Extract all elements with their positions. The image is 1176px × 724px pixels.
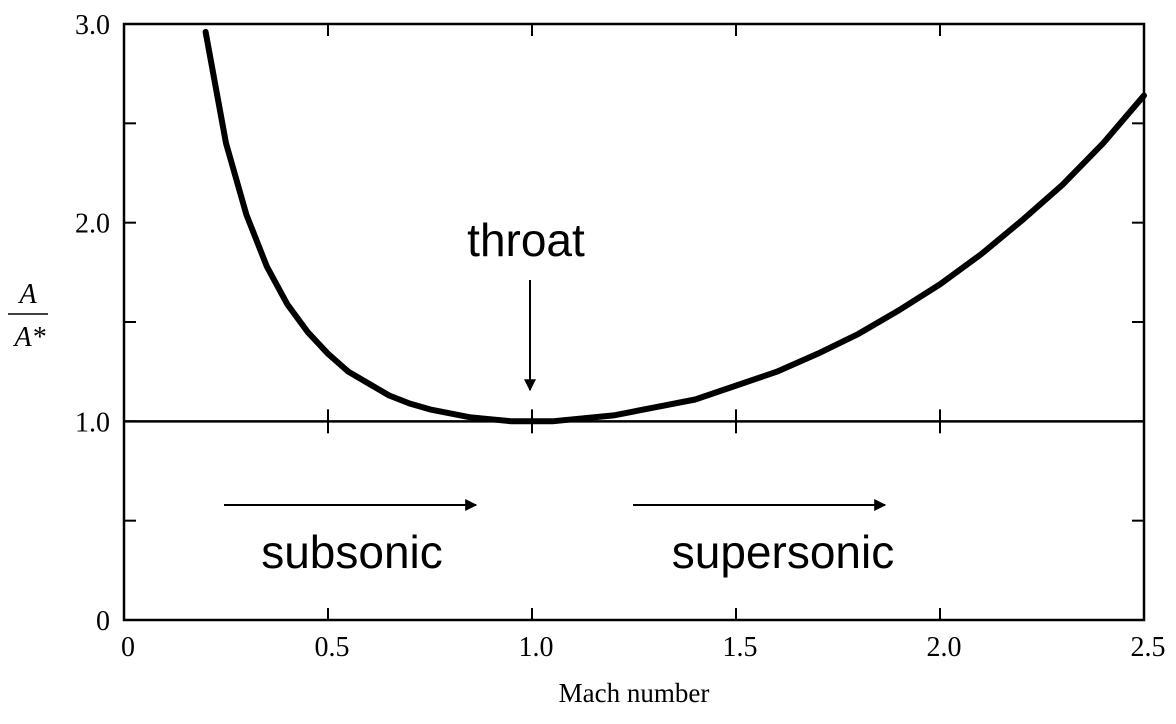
y-label-denominator: A* bbox=[12, 322, 45, 353]
throat-label: throat bbox=[467, 214, 585, 266]
x-tick-label: 1.5 bbox=[723, 632, 758, 663]
y-tick-label: 1.0 bbox=[75, 407, 110, 438]
x-tick-label: 1.0 bbox=[519, 632, 554, 663]
y-axis-title: A A* bbox=[8, 279, 48, 353]
y-tick-labels: 0 1.0 2.0 3.0 bbox=[75, 10, 110, 637]
x-tick-label: 2.0 bbox=[927, 632, 962, 663]
x-axis-title: Mach number bbox=[559, 678, 710, 708]
subsonic-label: subsonic bbox=[261, 526, 443, 578]
x-tick-labels: 0 0.5 1.0 1.5 2.0 2.5 bbox=[121, 632, 1166, 663]
x-tick-label: 0 bbox=[121, 632, 135, 663]
x-tick-label: 2.5 bbox=[1131, 632, 1166, 663]
y-tick-label: 3.0 bbox=[75, 10, 110, 41]
y-tick-label: 2.0 bbox=[75, 209, 110, 240]
y-label-numerator: A bbox=[17, 279, 37, 310]
x-tick-label: 0.5 bbox=[315, 632, 350, 663]
supersonic-label: supersonic bbox=[672, 526, 894, 578]
area-ratio-curve bbox=[202, 28, 1147, 425]
y-tick-label: 0 bbox=[96, 606, 110, 637]
